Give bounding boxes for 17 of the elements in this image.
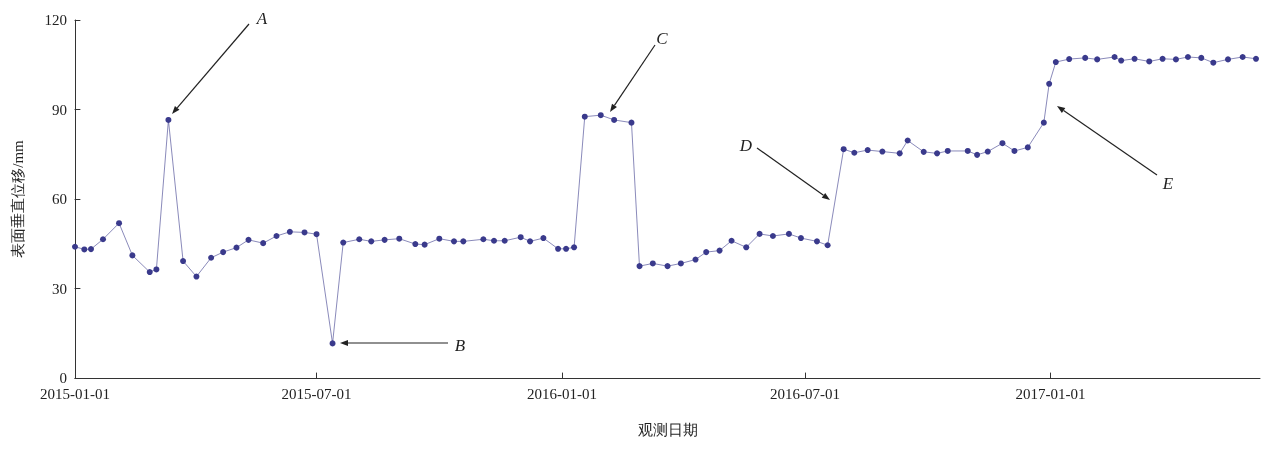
x-tick-label: 2015-01-01	[40, 385, 110, 402]
annotation: A	[255, 8, 268, 28]
annotation: E	[1161, 173, 1174, 193]
y-tick-label: 0	[59, 370, 67, 386]
x-tick-label: 2016-01-01	[527, 385, 598, 402]
x-tick-label: 2016-07-01	[769, 385, 840, 402]
y-tick-label: 90	[52, 101, 67, 118]
x-axis-title: 观测日期	[637, 421, 698, 438]
annotation: C	[656, 28, 669, 48]
y-tick-label: 30	[52, 280, 67, 297]
annotation: D	[738, 135, 753, 155]
x-tick-label: 2015-07-01	[281, 385, 352, 402]
annotation: B	[454, 335, 466, 355]
y-axis-title: 表面垂直位移/mm	[9, 139, 26, 258]
x-tick-label: 2017-01-01	[1015, 385, 1086, 402]
y-tick-label: 120	[44, 12, 67, 28]
y-tick-label: 60	[52, 191, 67, 207]
